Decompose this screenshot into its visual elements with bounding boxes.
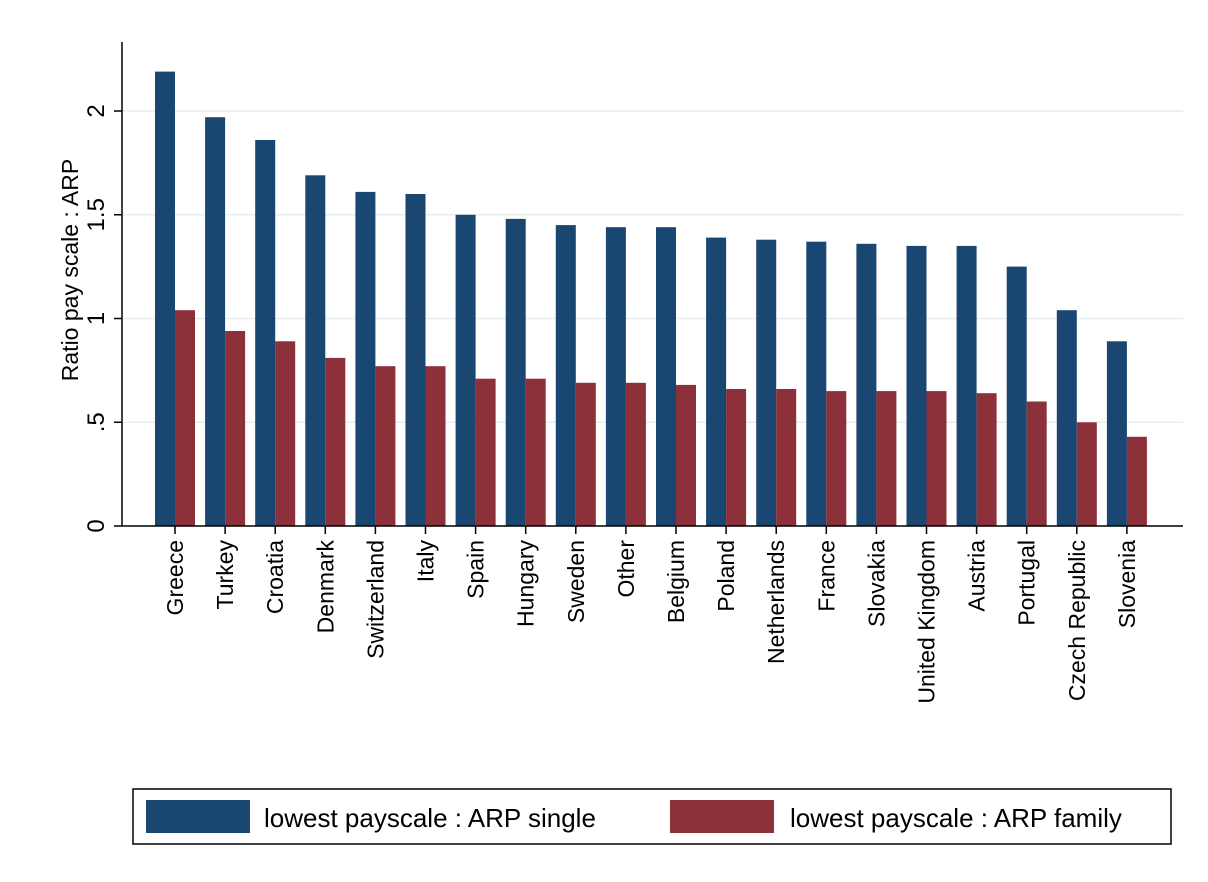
bar-single [1056, 310, 1077, 526]
bar-family [375, 366, 396, 526]
bar-family [525, 378, 546, 526]
legend-swatch-family [670, 800, 774, 833]
bar-family [225, 331, 246, 526]
x-tick-label: Portugal [1014, 540, 1040, 626]
bar-family [726, 389, 747, 526]
x-tick-label: Netherlands [763, 540, 789, 664]
x-tick-label: Poland [713, 540, 739, 612]
y-tick-label: 0 [83, 519, 110, 532]
legend-label-family: lowest payscale : ARP family [790, 803, 1122, 833]
x-tick-label: Denmark [312, 540, 338, 634]
bar-family [1026, 401, 1047, 526]
bar-family [1076, 422, 1097, 527]
x-tick-label: Sweden [563, 540, 589, 623]
x-tick-label: France [813, 540, 839, 612]
x-tick-label: Hungary [513, 540, 539, 627]
bar-family [826, 391, 847, 526]
bar-family [275, 341, 296, 526]
bar-single [505, 218, 526, 526]
bars [155, 71, 1147, 527]
bar-single [906, 245, 927, 526]
gridlines [122, 110, 1183, 423]
bar-single [605, 227, 626, 526]
legend-box [132, 788, 1172, 845]
bar-family [325, 357, 346, 526]
y-tick-label: .5 [83, 412, 110, 432]
y-tick-label: 1.5 [83, 198, 110, 231]
bar-family [425, 366, 446, 526]
bar-single [756, 239, 777, 526]
bar-single [1106, 341, 1127, 526]
x-tick-label: Slovakia [863, 540, 889, 627]
x-tick-label: Switzerland [362, 540, 388, 659]
x-tick-label: Italy [413, 540, 439, 583]
bar-single [706, 237, 727, 526]
bar-family [976, 393, 997, 526]
bar-family [926, 391, 947, 526]
y-tick-label: 2 [83, 104, 110, 117]
legend-label-single: lowest payscale : ARP single [264, 803, 596, 833]
bar-family [575, 382, 596, 526]
x-tick-label: Austria [964, 540, 990, 612]
bar-single [856, 243, 877, 527]
legend: lowest payscale : ARP single lowest pays… [132, 788, 1172, 845]
bar-family [676, 384, 696, 526]
x-tick-label: Turkey [212, 540, 238, 610]
bar-single [656, 227, 676, 526]
y-axis-label: Ratio pay scale : ARP [57, 159, 83, 381]
x-tick-label: Spain [463, 540, 489, 599]
x-tick-label: United Kingdom [914, 540, 940, 704]
bar-family [625, 382, 646, 526]
bar-family [475, 378, 496, 526]
x-tick-label: Belgium [663, 540, 689, 623]
bar-single [455, 214, 476, 527]
y-tick-label: 1 [83, 312, 110, 325]
x-tick-label: Croatia [262, 540, 288, 614]
x-tick-label: Other [613, 540, 639, 598]
bar-single [555, 225, 576, 526]
bar-single [155, 71, 175, 526]
x-tick-label: Greece [162, 540, 188, 615]
bar-family [876, 391, 897, 526]
bar-single [255, 140, 276, 526]
x-tick-label: Czech Republic [1064, 540, 1090, 701]
x-tick-label: Slovenia [1114, 540, 1140, 628]
legend-swatch-single [146, 800, 250, 833]
bar-single [305, 175, 326, 527]
bar-family [175, 310, 195, 526]
bar-single [806, 241, 827, 526]
bar-single [1006, 266, 1027, 526]
bar-single [405, 194, 426, 526]
bar-single [956, 245, 977, 526]
axes: 0 .5 1 1.5 2 Greece Turkey Croatia Denmark Switze… [83, 42, 1183, 704]
bar-family [776, 389, 797, 526]
bar-family [1126, 436, 1147, 526]
bar-single [355, 191, 376, 526]
bar-single [205, 117, 226, 526]
